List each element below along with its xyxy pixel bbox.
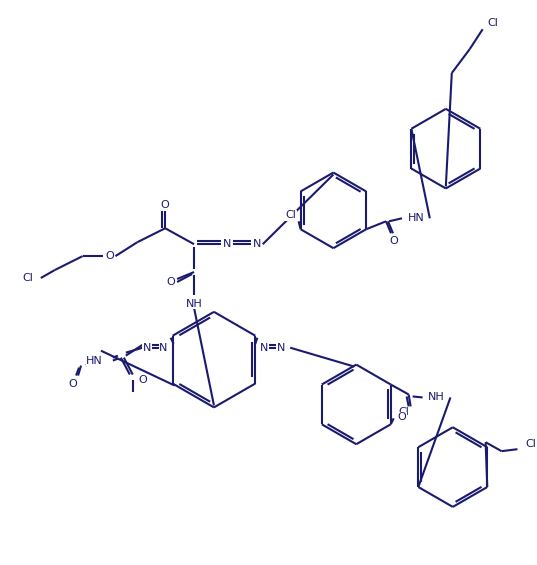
Text: O: O [105, 251, 114, 261]
Text: O: O [139, 375, 147, 385]
Text: Cl: Cl [286, 210, 296, 220]
Text: Cl: Cl [525, 439, 536, 449]
Text: N: N [277, 343, 285, 353]
Text: O: O [390, 236, 398, 246]
Text: O: O [161, 201, 170, 210]
Text: Cl: Cl [398, 407, 410, 418]
Text: Cl: Cl [22, 273, 33, 283]
Text: N: N [143, 343, 151, 353]
Text: Cl: Cl [488, 18, 498, 28]
Text: N: N [252, 239, 261, 249]
Text: O: O [167, 277, 176, 287]
Text: N: N [159, 343, 168, 353]
Text: O: O [69, 379, 77, 389]
Text: N: N [260, 343, 268, 353]
Text: HN: HN [86, 355, 103, 366]
Text: O: O [397, 412, 406, 423]
Text: NH: NH [186, 299, 202, 309]
Text: NH: NH [428, 393, 445, 402]
Text: HN: HN [408, 214, 424, 223]
Text: N: N [223, 239, 231, 249]
